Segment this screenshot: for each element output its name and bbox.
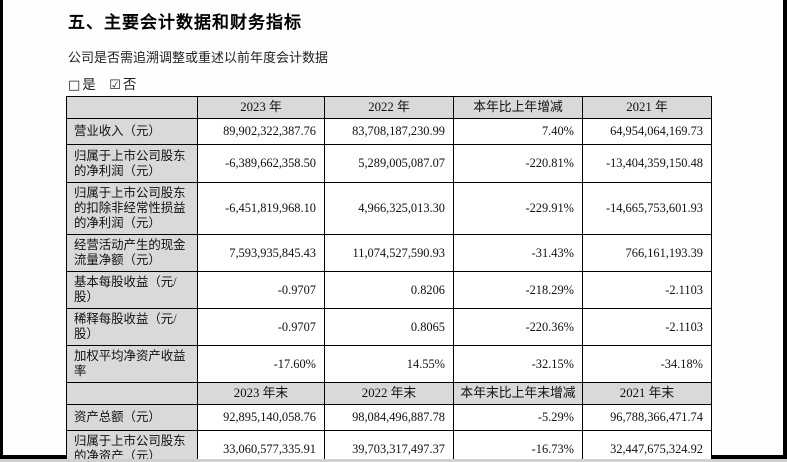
table-row: 归属于上市公司股东的扣除非经常性损益的净利润（元） -6,451,819,968… [66,182,712,235]
value-change: -229.91% [453,182,583,235]
header-2023-end: 2023 年末 [197,382,325,405]
value-2021: 64,954,064,169.73 [582,118,712,145]
value-2022: 4,966,325,013.30 [324,182,454,235]
value-2023: -0.9707 [197,271,325,309]
table-header-row-yearend: 2023 年末 2022 年末 本年末比上年末增减 2021 年末 [66,382,712,405]
header-2022: 2022 年 [324,96,454,119]
value-change: -5.29% [453,404,583,431]
header-2021-end: 2021 年末 [582,382,712,405]
table-row: 稀释每股收益（元/股） -0.9707 0.8065 -220.36% -2.1… [66,308,712,346]
financial-indicators-table: 2023 年 2022 年 本年比上年增减 2021 年 营业收入（元） 89,… [66,96,712,462]
value-change: -32.15% [453,345,583,383]
header-blank [66,382,198,405]
value-change: -220.36% [453,308,583,346]
value-2021: 766,161,193.39 [582,234,712,272]
row-label: 归属于上市公司股东的净资产（元） [66,430,198,462]
table-row: 加权平均净资产收益率 -17.60% 14.55% -32.15% -34.18… [66,345,712,383]
page-bottom-edge [0,459,787,462]
table-row: 营业收入（元） 89,902,322,387.76 83,708,187,230… [66,118,712,145]
value-2021: 32,447,675,324.92 [582,430,712,462]
value-change: -31.43% [453,234,583,272]
checkbox-no-label: 否 [122,77,137,92]
value-2022: 83,708,187,230.99 [324,118,454,145]
row-label: 经营活动产生的现金流量净额（元） [66,234,198,272]
checkbox-checked-icon: ☑ [109,78,121,93]
header-yearend-change: 本年末比上年末增减 [453,382,583,405]
value-2023: -17.60% [197,345,325,383]
row-label: 营业收入（元） [66,118,198,145]
value-2022: 98,084,496,887.78 [324,404,454,431]
header-yoy-change: 本年比上年增减 [453,96,583,119]
value-2023: -6,451,819,968.10 [197,182,325,235]
header-blank [66,96,198,119]
table-row: 归属于上市公司股东的净利润（元） -6,389,662,358.50 5,289… [66,144,712,183]
value-2021: -2.1103 [582,271,712,309]
value-2023: -0.9707 [197,308,325,346]
table-row: 归属于上市公司股东的净资产（元） 33,060,577,335.91 39,70… [66,430,712,462]
header-2023: 2023 年 [197,96,325,119]
row-label: 归属于上市公司股东的净利润（元） [66,144,198,183]
row-label: 归属于上市公司股东的扣除非经常性损益的净利润（元） [66,182,198,235]
restatement-question: 公司是否需追溯调整或重述以前年度会计数据 [68,50,329,65]
value-2022: 0.8206 [324,271,454,309]
table-row: 基本每股收益（元/股） -0.9707 0.8206 -218.29% -2.1… [66,271,712,309]
value-2023: 33,060,577,335.91 [197,430,325,462]
row-label: 资产总额（元） [66,404,198,431]
value-2022: 5,289,005,087.07 [324,144,454,183]
checkbox-option-no: ☑ 否 [109,77,137,93]
checkbox-yes-label: 是 [82,77,96,92]
value-change: -218.29% [453,271,583,309]
row-label: 加权平均净资产收益率 [66,345,198,383]
value-2021: -13,404,359,150.48 [582,144,712,183]
value-2023: 92,895,140,058.76 [197,404,325,431]
row-label: 基本每股收益（元/股） [66,271,198,309]
value-2022: 0.8065 [324,308,454,346]
document-page: 五、主要会计数据和财务指标 公司是否需追溯调整或重述以前年度会计数据 □ 是 ☑ 否… [3,0,783,462]
value-2021: 96,788,366,471.74 [582,404,712,431]
table-row: 资产总额（元） 92,895,140,058.76 98,084,496,887… [66,404,712,431]
value-2023: 89,902,322,387.76 [197,118,325,145]
value-2023: -6,389,662,358.50 [197,144,325,183]
value-2021: -34.18% [582,345,712,383]
value-2022: 14.55% [324,345,454,383]
section-title: 五、主要会计数据和财务指标 [68,13,302,32]
value-change: 7.40% [453,118,583,145]
checkbox-unchecked-icon: □ [68,78,81,93]
restatement-options: □ 是 ☑ 否 [68,73,146,93]
header-2022-end: 2022 年末 [324,382,454,405]
value-2023: 7,593,935,845.43 [197,234,325,272]
checkbox-option-yes: □ 是 [68,77,96,93]
value-change: -220.81% [453,144,583,183]
value-2021: -14,665,753,601.93 [582,182,712,235]
table-header-row-annual: 2023 年 2022 年 本年比上年增减 2021 年 [66,96,712,119]
table-row: 经营活动产生的现金流量净额（元） 7,593,935,845.43 11,074… [66,234,712,272]
row-label: 稀释每股收益（元/股） [66,308,198,346]
value-2022: 11,074,527,590.93 [324,234,454,272]
value-change: -16.73% [453,430,583,462]
header-2021: 2021 年 [582,96,712,119]
value-2021: -2.1103 [582,308,712,346]
value-2022: 39,703,317,497.37 [324,430,454,462]
